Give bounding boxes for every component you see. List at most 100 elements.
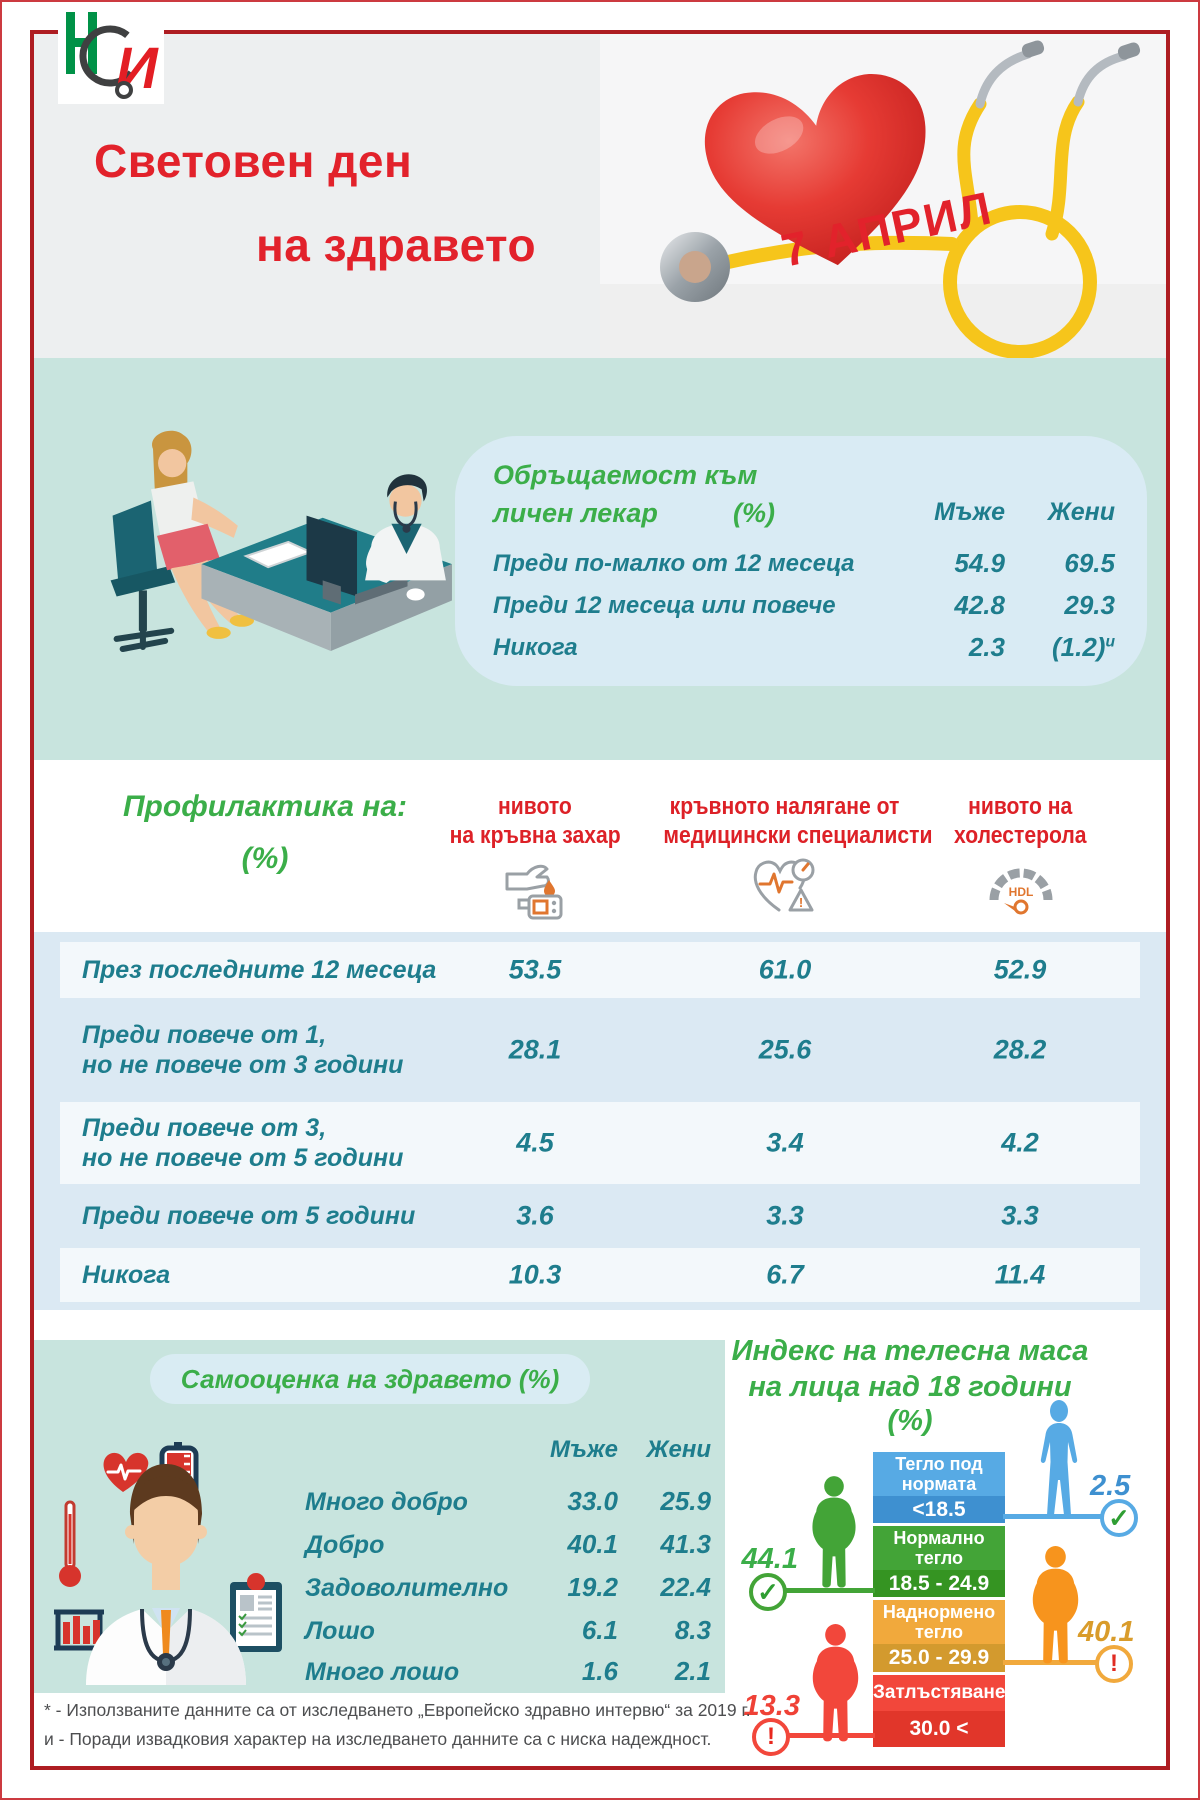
- row-label: Преди повече от 1, но не повече от 3 годи…: [82, 1020, 403, 1080]
- value-blood-pressure: 3.4: [766, 1127, 804, 1158]
- bmi-value-underweight: 2.5: [1090, 1470, 1131, 1502]
- prevention-table: През последните 12 месеца 53.5 61.0 52.9…: [34, 932, 1166, 1310]
- gp-row-men-value: 42.8: [954, 590, 1005, 620]
- alert-icon: !: [752, 1718, 790, 1756]
- nsi-logo-icon: И: [58, 4, 164, 104]
- prevention-title-unit: (%): [241, 842, 289, 875]
- sa-row-label: Добро: [305, 1531, 385, 1559]
- bmi-name-line1: Нормално: [893, 1528, 985, 1548]
- overweight-person-icon: [1032, 1546, 1079, 1664]
- gp-row-men-value: 54.9: [954, 548, 1005, 578]
- sa-men-value: 40.1: [567, 1529, 618, 1559]
- heart-stethoscope-image: [600, 34, 1166, 358]
- cholesterol-gauge-icon: HDL: [989, 868, 1053, 915]
- sa-women-value: 41.3: [660, 1529, 711, 1559]
- bmi-category-underweight: Тегло под нормата <18.5: [873, 1452, 1005, 1523]
- col-label-line2: медицински специалисти: [663, 822, 933, 849]
- low-reliability-flag: и: [1105, 633, 1115, 651]
- bmi-category-range: 25.0 - 29.9: [873, 1644, 1005, 1672]
- bmi-name-line1: Тегло под: [895, 1454, 983, 1474]
- gp-row-men-value: 2.3: [968, 632, 1005, 662]
- sa-men-value: 6.1: [581, 1615, 618, 1645]
- self-assessment-section: Самооценка на здравето (%) Мъже Жени Мно…: [34, 1340, 725, 1693]
- gp-low-reliability-value: (1.2): [1052, 632, 1106, 662]
- sa-men-value: 33.0: [567, 1486, 618, 1516]
- sa-women-value: 22.4: [660, 1572, 711, 1602]
- table-row: Преди повече от 1, но не повече от 3 годи…: [60, 998, 1140, 1102]
- bmi-name-line2: тегло: [914, 1622, 964, 1642]
- gp-visits-panel: Обръщаемост към личен лекар (%) Мъже Жен…: [455, 436, 1147, 686]
- doctor-patient-illustration: [110, 430, 452, 653]
- doctor-avatar-illustration: [54, 1442, 282, 1685]
- page-title-line2: на здравето: [256, 219, 537, 271]
- bmi-category-name: Нормално тегло: [873, 1526, 1005, 1570]
- value-blood-sugar: 53.5: [508, 954, 562, 985]
- row-label: Никога: [82, 1261, 171, 1289]
- bmi-title-line1: Индекс на телесна маса: [731, 1335, 1089, 1367]
- gp-column-men: Мъже: [934, 498, 1005, 526]
- sa-women-value: 8.3: [674, 1615, 711, 1645]
- gp-row-label: Никога: [493, 634, 578, 661]
- prevention-col-blood-sugar: нивото на кръвна захар: [415, 792, 655, 850]
- bmi-value-normal: 44.1: [741, 1543, 798, 1575]
- bmi-category-range: <18.5: [873, 1496, 1005, 1523]
- row-label: През последните 12 месеца: [82, 956, 437, 984]
- value-cholesterol: 28.2: [993, 1034, 1047, 1065]
- bmi-title-line3: (%): [887, 1405, 933, 1437]
- col-label-line1: нивото на: [967, 793, 1073, 820]
- sa-column-women: Жени: [646, 1436, 711, 1463]
- col-label-line2: на кръвна захар: [449, 822, 621, 849]
- bmi-name-line1: Затлъстяване: [873, 1682, 1006, 1703]
- bmi-category-range: 18.5 - 24.9: [873, 1570, 1005, 1597]
- bmi-value-obese: 13.3: [743, 1690, 800, 1722]
- bmi-category-normal: Нормално тегло 18.5 - 24.9: [873, 1526, 1005, 1597]
- bmi-connector-underweight: [1003, 1514, 1115, 1519]
- bmi-connector-overweight: [1003, 1660, 1112, 1665]
- sa-row-label: Лошо: [305, 1617, 375, 1645]
- gp-title-unit: (%): [733, 498, 775, 528]
- page-header: Световен ден на здравето: [34, 34, 1166, 358]
- bmi-category-overweight: Наднормено тегло 25.0 - 29.9: [873, 1600, 1005, 1672]
- prevention-title: Профилактика на:: [122, 790, 408, 823]
- value-blood-sugar: 4.5: [516, 1127, 554, 1158]
- sa-women-value: 2.1: [674, 1656, 711, 1686]
- value-blood-pressure: 6.7: [766, 1259, 804, 1290]
- value-blood-sugar: 3.6: [516, 1200, 554, 1231]
- normal-weight-person-icon: [812, 1476, 856, 1588]
- value-cholesterol: 11.4: [994, 1259, 1046, 1290]
- gp-column-women: Жени: [1047, 498, 1115, 526]
- sa-column-men: Мъже: [550, 1436, 618, 1463]
- prevention-col-cholesterol: нивото на холестерола: [900, 792, 1140, 850]
- gp-row-label: Преди 12 месеца или повече: [493, 592, 836, 619]
- sa-men-value: 1.6: [581, 1656, 618, 1686]
- row-label-line2: но не повече от 3 години: [82, 1051, 404, 1079]
- col-label-line1: кръвното налягане от: [670, 793, 900, 820]
- self-assessment-title: Самооценка на здравето (%): [150, 1354, 590, 1404]
- bmi-category-name: Наднормено тегло: [873, 1600, 1005, 1644]
- value-blood-sugar: 10.3: [508, 1259, 562, 1290]
- row-label: Преди повече от 5 години: [82, 1202, 416, 1230]
- gauge-label: HDL: [1009, 885, 1034, 899]
- value-cholesterol: 52.9: [993, 954, 1047, 985]
- alert-icon: !: [1095, 1645, 1133, 1683]
- bmi-category-name: Тегло под нормата: [873, 1452, 1005, 1496]
- footnote-source: * - Използваните данните са от изследван…: [44, 1700, 751, 1720]
- table-row: Преди повече от 3, но не повече от 5 годи…: [60, 1102, 1140, 1184]
- prevention-col-blood-pressure: кръвното налягане от медицински специали…: [645, 792, 932, 850]
- bmi-name-line2: тегло: [914, 1548, 964, 1568]
- sa-men-value: 19.2: [567, 1572, 618, 1602]
- value-blood-pressure: 3.3: [766, 1200, 804, 1231]
- table-row: През последните 12 месеца 53.5 61.0 52.9: [60, 942, 1140, 998]
- table-row: Никога 10.3 6.7 11.4: [60, 1248, 1140, 1302]
- value-blood-sugar: 28.1: [508, 1034, 562, 1065]
- header-photo: 7 АПРИЛ: [600, 34, 1166, 358]
- svg-text:!: !: [799, 895, 803, 910]
- bmi-title-line2: на лица над 18 години: [748, 1371, 1072, 1403]
- blood-sugar-meter-icon: [505, 864, 563, 920]
- value-blood-pressure: 61.0: [758, 954, 812, 985]
- bmi-category-name: Затлъстяване: [873, 1675, 1005, 1711]
- sa-row-label: Много добро: [305, 1488, 468, 1516]
- value-cholesterol: 4.2: [1001, 1127, 1039, 1158]
- bmi-name-line2: нормата: [901, 1474, 977, 1494]
- obese-person-icon: [812, 1624, 859, 1742]
